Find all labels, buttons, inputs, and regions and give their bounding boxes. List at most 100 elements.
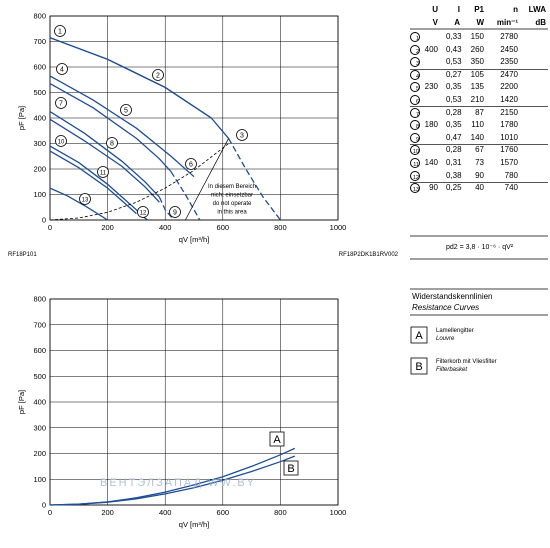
row-mark-circle: 13 bbox=[410, 183, 420, 194]
table-cell-p: 210 bbox=[470, 95, 484, 104]
legend-key-box bbox=[410, 326, 428, 344]
curve-marker-circle bbox=[97, 166, 109, 178]
table-unit-u: V bbox=[432, 18, 438, 27]
chart2-ytick-label: 0 bbox=[42, 501, 46, 510]
curve-marker-label: 5 bbox=[124, 108, 128, 115]
watermark: ВЕНТЭЛЗАПАД WW.BY bbox=[100, 477, 256, 489]
legend-key-label: B bbox=[415, 361, 422, 373]
curve-marker-circle bbox=[106, 137, 118, 149]
curve-box-frame bbox=[269, 431, 285, 447]
curve-marker-circle bbox=[54, 25, 66, 37]
table-cell-n: 2150 bbox=[500, 107, 518, 117]
table-cell-u: 90 bbox=[429, 183, 438, 193]
table-row-mark: 6 bbox=[410, 94, 420, 107]
curve-box-A: A bbox=[269, 431, 285, 447]
chart1-xtick-label: 600 bbox=[217, 223, 230, 232]
curve-marker-circle bbox=[152, 69, 164, 81]
table-row: 12 0,38 90 780 bbox=[402, 170, 548, 182]
legend-item-B: B Filterkorb mit Vliesfilter Filterbasket bbox=[410, 357, 497, 375]
chart2-ytick-label: 300 bbox=[33, 423, 46, 432]
chart1-ytick-label: 500 bbox=[33, 88, 46, 97]
table-cell-p: 87 bbox=[475, 107, 484, 117]
table-row-mark: 4 bbox=[410, 69, 420, 82]
row-mark-circle: 2 bbox=[410, 44, 420, 55]
table-unit-lwa: dB bbox=[535, 18, 546, 27]
curve-marker-label: 4 bbox=[60, 67, 64, 74]
table-cell-p: 90 bbox=[475, 170, 484, 180]
curve-marker-9: 9 bbox=[169, 206, 181, 218]
table-row-mark: 12 bbox=[410, 170, 420, 183]
chart2-xlabel: qV [m³/h] bbox=[179, 520, 209, 529]
fan-curve-4 bbox=[49, 75, 195, 178]
curve-box-B: B bbox=[283, 460, 299, 476]
table-row-mark: 10 bbox=[410, 144, 420, 157]
chart2-ytick-label: 200 bbox=[33, 449, 46, 458]
table-cell-i: 0,35 bbox=[446, 120, 462, 130]
curve-marker-circle bbox=[55, 97, 67, 109]
fan-curve-10 bbox=[49, 145, 137, 211]
annotation-line: do not operate bbox=[213, 201, 252, 207]
table-cell-i: 0,47 bbox=[446, 132, 462, 142]
fan-curve-2 bbox=[49, 37, 230, 139]
chart1-ytick-label: 0 bbox=[42, 216, 46, 225]
chart2-xtick-label: 800 bbox=[274, 508, 287, 517]
legend-item-en: Louvre bbox=[436, 336, 455, 342]
table-frame: pd2 = 3,8 · 10⁻⁶ · qV² bbox=[410, 28, 548, 260]
fan-curve-11 bbox=[49, 150, 137, 215]
curve-marker-10: 10 bbox=[55, 135, 67, 147]
table-cell-u: 180 bbox=[424, 120, 438, 130]
curve-marker-5: 5 bbox=[120, 104, 132, 116]
chart1-ytick-label: 400 bbox=[33, 114, 46, 123]
table-header-row: U I P1 n LWA bbox=[402, 4, 548, 16]
row-mark-circle: 11 bbox=[410, 158, 420, 168]
table-row-mark: 5 bbox=[410, 81, 420, 94]
legend-item-de: Filterkorb mit Vliesfilter bbox=[436, 359, 497, 365]
table-cell-p: 40 bbox=[475, 183, 484, 193]
annotation-line: nicht einsetzbar bbox=[211, 193, 253, 199]
chart2-ylabel: pF [Pa] bbox=[17, 390, 26, 414]
curve-marker-2: 2 bbox=[152, 69, 164, 81]
table-cell-n: 2470 bbox=[500, 69, 518, 79]
chart2-frame bbox=[49, 298, 339, 506]
legend-key-label: A bbox=[415, 330, 423, 342]
table-cell-i: 0,28 bbox=[446, 107, 462, 117]
chart1-xlabel: qV [m³/h] bbox=[179, 235, 209, 244]
table-group-divider bbox=[410, 181, 548, 183]
curve-marker-circle bbox=[169, 206, 181, 218]
resistance-curve-B bbox=[49, 455, 296, 506]
table-cell-n: 2780 bbox=[500, 32, 518, 41]
table-cell-n: 780 bbox=[504, 170, 518, 180]
chart2-xtick-label: 400 bbox=[159, 508, 172, 517]
fan-curve-6 bbox=[170, 171, 201, 221]
curve-box-label: A bbox=[273, 434, 281, 446]
legend-title: Widerstandskennlinien bbox=[412, 292, 493, 301]
table-cell-i: 0,35 bbox=[446, 82, 462, 92]
fan-curve-7 bbox=[49, 111, 160, 198]
legend-key-box bbox=[410, 357, 428, 375]
table-cell-u: 140 bbox=[424, 158, 438, 167]
row-mark-circle: 12 bbox=[410, 170, 420, 181]
curve-marker-circle bbox=[120, 104, 132, 116]
chart2-axes: 0 200 400 600 800 1000 0 100 200 300 400 500 600 700 8… bbox=[17, 295, 346, 530]
table-cell-n: 1420 bbox=[500, 95, 518, 104]
curve-marker-label: 12 bbox=[140, 211, 147, 217]
curve-marker-circle bbox=[55, 135, 67, 147]
operating-limit-line bbox=[185, 138, 229, 221]
table-cell-i: 0,25 bbox=[446, 183, 462, 193]
table-row: 7 0,28 87 2150 bbox=[402, 107, 548, 119]
table-cell-u: 230 bbox=[424, 82, 438, 92]
annotation-line: In diesem Bereich bbox=[208, 184, 256, 190]
chart1-ytick-label: 600 bbox=[33, 63, 46, 72]
table-cell-p: 73 bbox=[475, 158, 484, 167]
chart1-series bbox=[49, 37, 281, 221]
table-cell-p: 67 bbox=[475, 145, 484, 155]
table-cell-n: 2450 bbox=[500, 44, 518, 54]
table-row: 10 0,28 67 1760 bbox=[402, 144, 548, 156]
curve-box-label: B bbox=[287, 463, 294, 475]
table-row: 2 400 0,43 260 2450 bbox=[402, 44, 548, 56]
table-row-mark: 13 bbox=[410, 182, 420, 195]
table-row-mark: 8 bbox=[410, 119, 420, 132]
table-cell-p: 140 bbox=[470, 132, 484, 142]
table-group-divider bbox=[410, 106, 548, 108]
